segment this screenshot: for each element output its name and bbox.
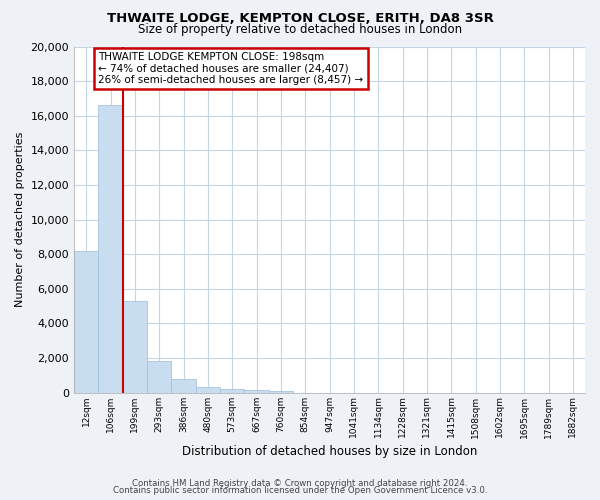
Bar [147, 362, 172, 392]
Bar [98, 106, 123, 393]
Text: Contains HM Land Registry data © Crown copyright and database right 2024.: Contains HM Land Registry data © Crown c… [132, 478, 468, 488]
Bar [123, 301, 147, 392]
Bar [196, 386, 220, 392]
Bar [220, 389, 244, 392]
Y-axis label: Number of detached properties: Number of detached properties [15, 132, 25, 308]
Bar [74, 250, 98, 392]
X-axis label: Distribution of detached houses by size in London: Distribution of detached houses by size … [182, 444, 477, 458]
Bar [244, 390, 269, 392]
Text: THWAITE LODGE KEMPTON CLOSE: 198sqm
← 74% of detached houses are smaller (24,407: THWAITE LODGE KEMPTON CLOSE: 198sqm ← 74… [98, 52, 364, 85]
Text: Size of property relative to detached houses in London: Size of property relative to detached ho… [138, 22, 462, 36]
Bar [172, 379, 196, 392]
Bar [269, 391, 293, 392]
Text: Contains public sector information licensed under the Open Government Licence v3: Contains public sector information licen… [113, 486, 487, 495]
Text: THWAITE LODGE, KEMPTON CLOSE, ERITH, DA8 3SR: THWAITE LODGE, KEMPTON CLOSE, ERITH, DA8… [107, 12, 493, 26]
